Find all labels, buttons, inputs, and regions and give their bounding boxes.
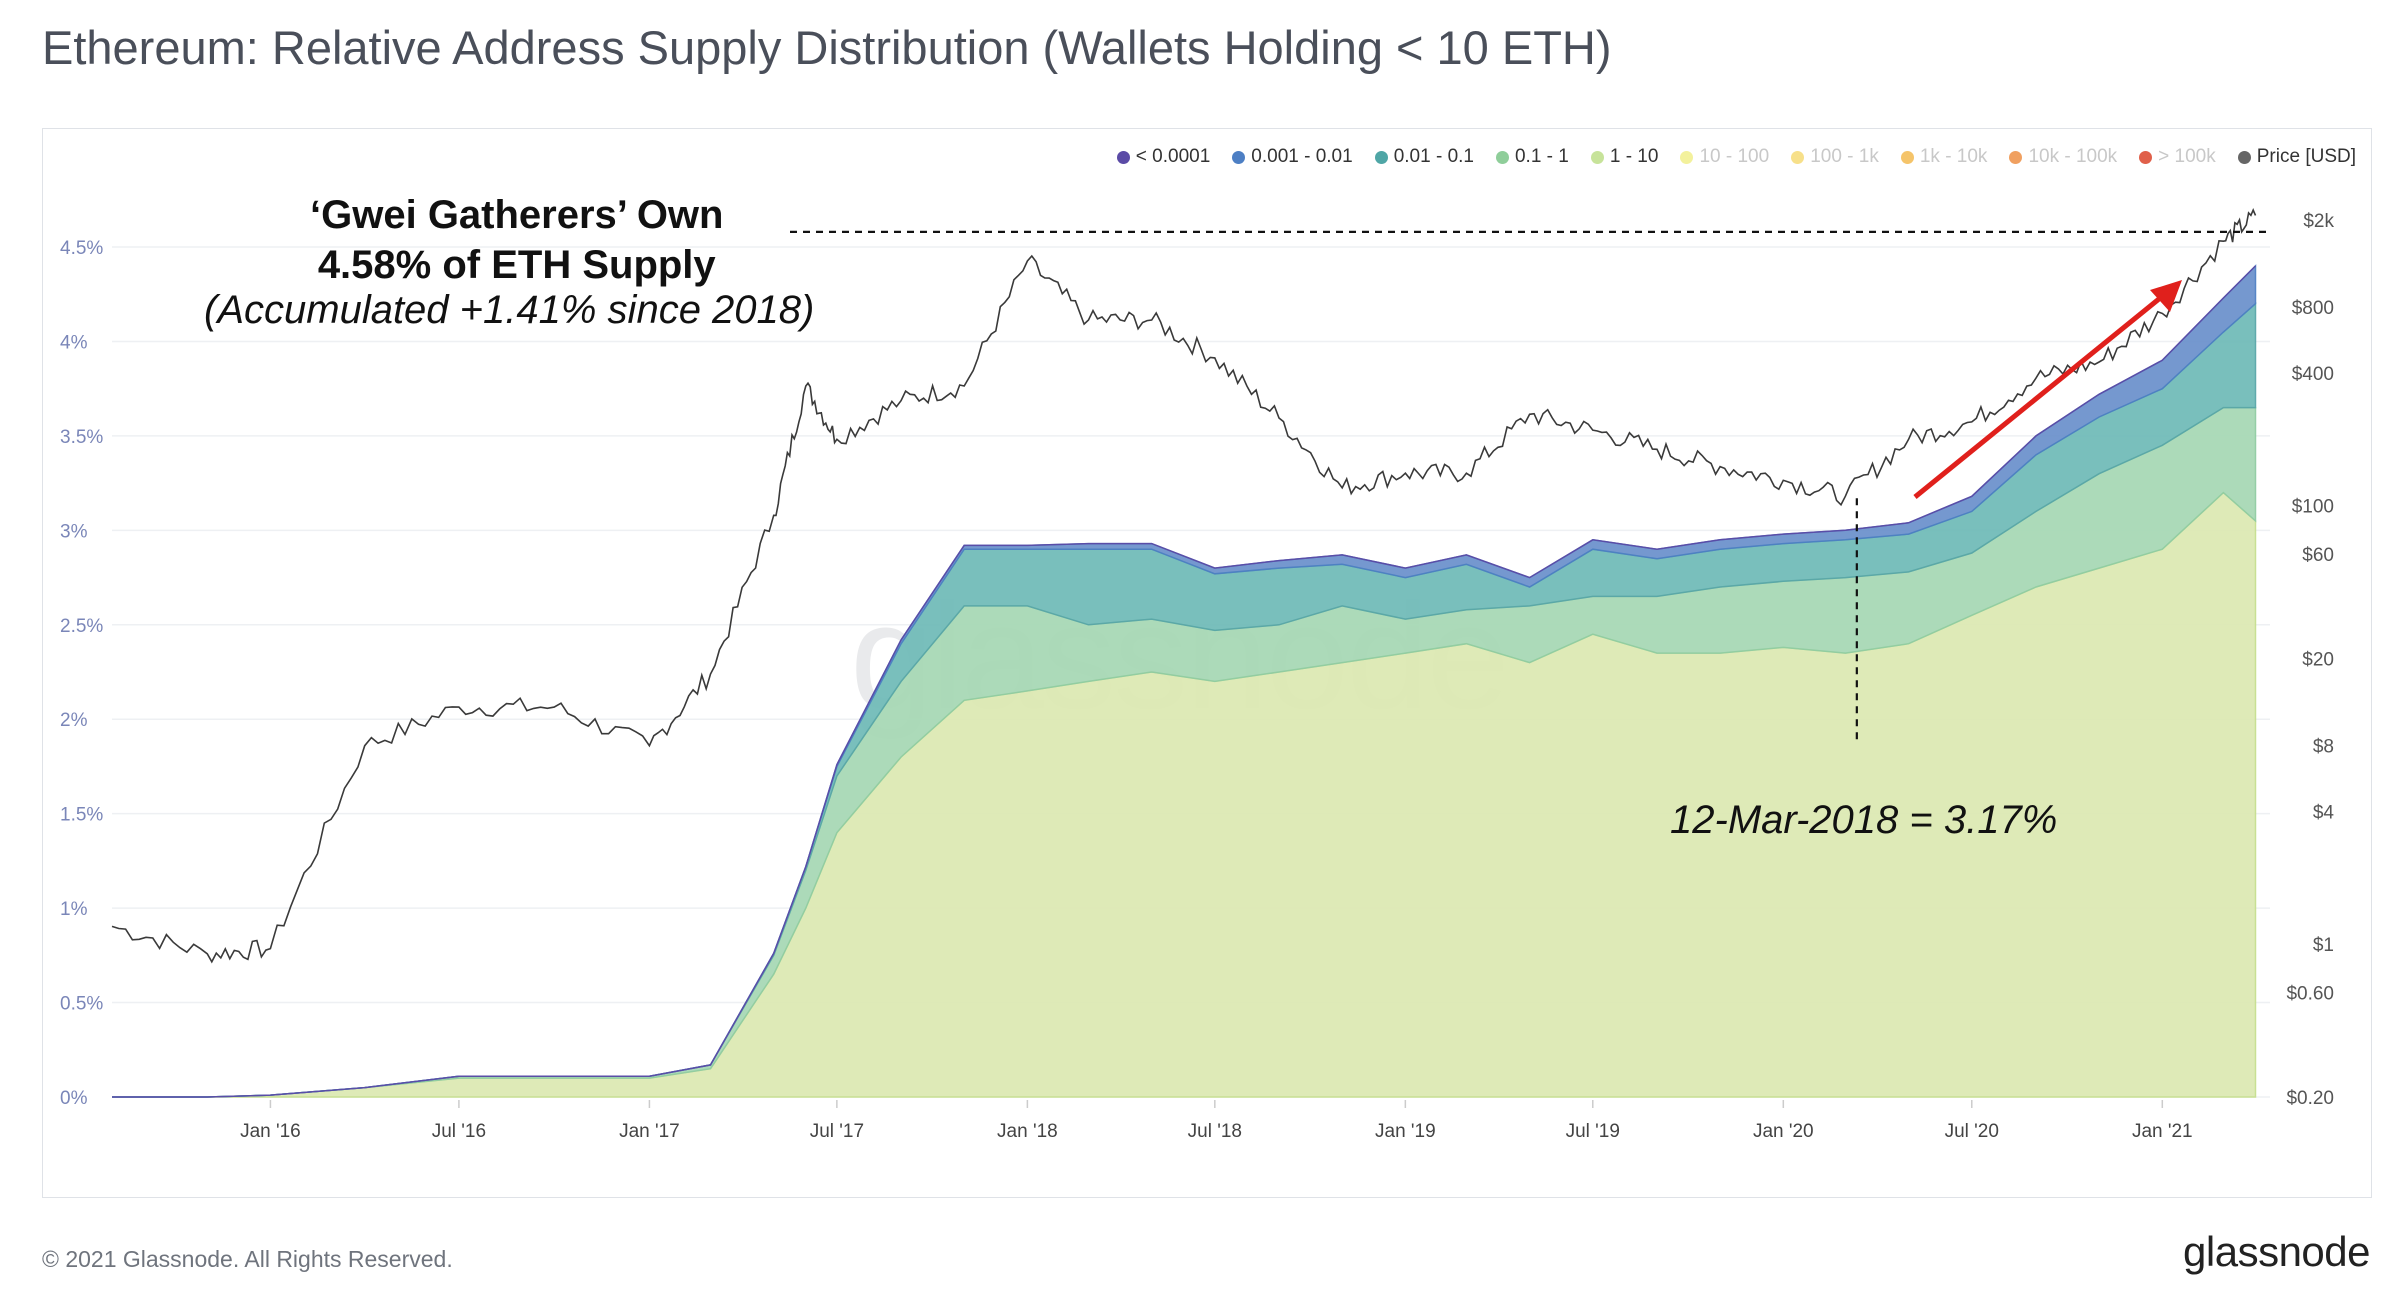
y-right-tick-label: $2k	[2303, 211, 2334, 232]
legend-item[interactable]: 100 - 1k	[1791, 146, 1879, 168]
area-series-4	[112, 265, 2257, 1098]
y-right-tick-label: $400	[2292, 364, 2334, 385]
y-right-tick-label: $60	[2302, 545, 2334, 566]
y-right-tick-label: $0.20	[2286, 1088, 2334, 1109]
y-left-tick-label: 1%	[60, 899, 88, 920]
legend-swatch-icon	[1590, 150, 1604, 164]
legend-swatch-icon	[1116, 150, 1130, 164]
y-right-tick-label: $8	[2313, 737, 2334, 758]
subline-annotation: (Accumulated +1.41% since 2018)	[204, 288, 815, 332]
legend-swatch-icon	[1900, 150, 1914, 164]
legend-item[interactable]: 10k - 100k	[2009, 146, 2117, 168]
x-tick-label: Jul '16	[432, 1121, 486, 1142]
legend-label: < 0.0001	[1135, 146, 1211, 167]
headline-line-2: 4.58% of ETH Supply	[317, 243, 716, 287]
legend-swatch-icon	[2009, 150, 2023, 164]
headline-line-1: ‘Gwei Gatherers’ Own	[310, 193, 724, 237]
x-tick-label: Jul '18	[1188, 1121, 1242, 1142]
legend-swatch-icon	[1791, 150, 1805, 164]
legend-label: Price [USD]	[2256, 146, 2356, 167]
y-left-tick-label: 3%	[60, 521, 88, 542]
y-left-tick-label: 1.5%	[60, 805, 103, 826]
legend-label: > 100k	[2158, 146, 2216, 167]
legend-swatch-icon	[1232, 150, 1246, 164]
y-right-tick-label: $1	[2313, 935, 2334, 956]
marker-annotation: 12-Mar-2018 = 3.17%	[1670, 798, 2058, 842]
legend-swatch-icon	[1495, 150, 1509, 164]
legend-swatch-icon	[2139, 150, 2153, 164]
legend-item[interactable]: 0.01 - 0.1	[1374, 146, 1474, 168]
x-tick-label: Jul '20	[1945, 1121, 1999, 1142]
legend-label: 1k - 10k	[1919, 146, 1988, 167]
legend-item[interactable]: 10 - 100	[1680, 146, 1769, 168]
chart-title: Ethereum: Relative Address Supply Distri…	[42, 21, 1612, 74]
legend-label: 0.001 - 0.01	[1251, 146, 1353, 167]
legend-swatch-icon	[1680, 150, 1694, 164]
legend-label: 100 - 1k	[1810, 146, 1879, 167]
y-left-tick-label: 4%	[60, 332, 88, 353]
headline-annotation: ‘Gwei Gatherers’ Own 4.58% of ETH Supply	[310, 190, 723, 290]
y-right-tick-label: $20	[2302, 650, 2334, 671]
x-tick-label: Jan '21	[2132, 1121, 2193, 1142]
y-left-tick-label: 3.5%	[60, 427, 103, 448]
legend-label: 1 - 10	[1609, 146, 1659, 167]
x-tick-label: Jan '17	[619, 1121, 680, 1142]
legend: < 0.0001 0.001 - 0.01 0.01 - 0.1 0.1 - 1 1 -…	[1116, 146, 2356, 168]
legend-item[interactable]: < 0.0001	[1116, 146, 1211, 168]
legend-swatch-icon	[2237, 150, 2251, 164]
y-left-tick-label: 4.5%	[60, 238, 103, 259]
x-tick-label: Jul '19	[1566, 1121, 1620, 1142]
y-left-tick-label: 2.5%	[60, 616, 103, 637]
y-right-tick-label: $0.60	[2286, 983, 2334, 1004]
y-left-tick-label: 0.5%	[60, 994, 103, 1015]
x-tick-label: Jan '16	[240, 1121, 301, 1142]
price-line	[111, 207, 2257, 964]
y-left-tick-label: 0%	[60, 1088, 88, 1109]
legend-label: 0.1 - 1	[1514, 146, 1569, 167]
x-tick-label: Jan '19	[1375, 1121, 1436, 1142]
legend-label: 10 - 100	[1699, 146, 1770, 167]
legend-label: 0.01 - 0.1	[1393, 146, 1474, 167]
trend-arrow-line	[1913, 288, 2172, 499]
legend-item[interactable]: Price [USD]	[2237, 146, 2356, 168]
x-tick-label: Jan '20	[1753, 1121, 1814, 1142]
legend-item[interactable]: 0.1 - 1	[1495, 146, 1569, 168]
footer-logo: glassnode	[2183, 1228, 2370, 1275]
legend-label: 10k - 100k	[2028, 146, 2118, 167]
legend-item[interactable]: 1k - 10k	[1900, 146, 1988, 168]
legend-item[interactable]: 0.001 - 0.01	[1232, 146, 1353, 168]
legend-swatch-icon	[1374, 150, 1388, 164]
y-left-tick-label: 2%	[60, 710, 88, 731]
y-right-tick-label: $4	[2313, 803, 2335, 824]
y-right-tick-label: $100	[2292, 496, 2334, 517]
x-tick-label: Jul '17	[810, 1121, 864, 1142]
trend-arrowhead-icon	[2150, 280, 2182, 312]
x-tick-label: Jan '18	[997, 1121, 1058, 1142]
y-right-tick-label: $800	[2292, 298, 2334, 319]
legend-item[interactable]: > 100k	[2139, 146, 2216, 168]
legend-item[interactable]: 1 - 10	[1590, 146, 1659, 168]
footer-copyright: © 2021 Glassnode. All Rights Reserved.	[42, 1246, 453, 1272]
